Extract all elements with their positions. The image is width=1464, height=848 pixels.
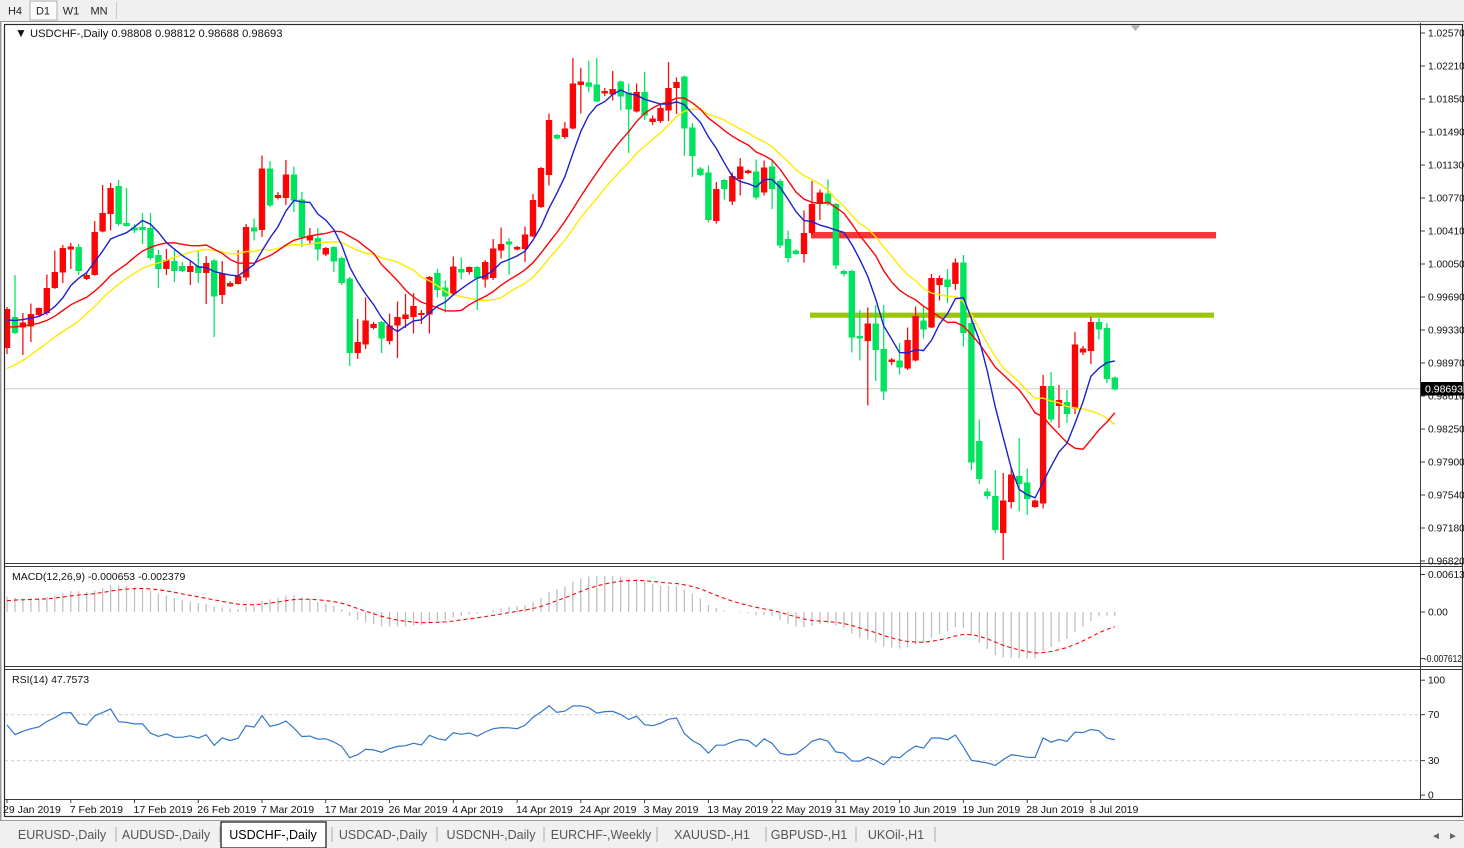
svg-text:USDCAD-,Daily: USDCAD-,Daily [339, 828, 428, 842]
svg-text:USDCHF-,Daily 0.98808 0.98812: USDCHF-,Daily 0.98808 0.98812 0.98688 0.… [30, 28, 283, 40]
svg-text:26 Feb 2019: 26 Feb 2019 [197, 804, 256, 816]
svg-text:70: 70 [1428, 710, 1440, 721]
svg-text:1.02570: 1.02570 [1428, 29, 1464, 40]
svg-text:3 May 2019: 3 May 2019 [644, 804, 699, 816]
svg-text:XAUUSD-,H1: XAUUSD-,H1 [674, 828, 750, 842]
svg-text:0.97180: 0.97180 [1428, 524, 1464, 535]
svg-text:0.97540: 0.97540 [1428, 491, 1464, 502]
svg-text:1.02210: 1.02210 [1428, 62, 1464, 73]
svg-text:0.99690: 0.99690 [1428, 293, 1464, 304]
svg-text:0.98693: 0.98693 [1425, 384, 1463, 396]
svg-text:1.01850: 1.01850 [1428, 95, 1464, 106]
svg-text:0.00613: 0.00613 [1428, 570, 1464, 581]
svg-text:8 Jul 2019: 8 Jul 2019 [1090, 804, 1139, 816]
svg-text:24 Apr 2019: 24 Apr 2019 [580, 804, 637, 816]
svg-text:0: 0 [1428, 791, 1434, 802]
svg-text:1.00050: 1.00050 [1428, 260, 1464, 271]
svg-text:19 Jun 2019: 19 Jun 2019 [962, 804, 1020, 816]
svg-text:1.01490: 1.01490 [1428, 128, 1464, 139]
svg-text:◄: ◄ [1431, 831, 1441, 842]
svg-text:100: 100 [1428, 676, 1445, 687]
svg-text:USDCNH-,Daily: USDCNH-,Daily [447, 828, 537, 842]
svg-text:▼: ▼ [15, 26, 27, 40]
svg-text:0.96820: 0.96820 [1428, 557, 1464, 568]
svg-text:GBPUSD-,H1: GBPUSD-,H1 [771, 828, 847, 842]
svg-text:30: 30 [1428, 756, 1440, 767]
svg-text:1.00770: 1.00770 [1428, 194, 1464, 205]
svg-text:MN: MN [90, 6, 107, 18]
svg-text:4 Apr 2019: 4 Apr 2019 [452, 804, 503, 816]
svg-text:22 May 2019: 22 May 2019 [771, 804, 832, 816]
svg-text:0.99330: 0.99330 [1428, 326, 1464, 337]
svg-text:7 Mar 2019: 7 Mar 2019 [261, 804, 314, 816]
svg-text:1.00410: 1.00410 [1428, 227, 1464, 238]
svg-text:29 Jan 2019: 29 Jan 2019 [3, 804, 61, 816]
svg-text:13 May 2019: 13 May 2019 [707, 804, 768, 816]
svg-text:28 Jun 2019: 28 Jun 2019 [1026, 804, 1084, 816]
svg-text:0.98970: 0.98970 [1428, 359, 1464, 370]
svg-text:H4: H4 [8, 6, 22, 18]
svg-text:►: ► [1448, 831, 1458, 842]
svg-text:D1: D1 [36, 6, 50, 18]
svg-text:1.01130: 1.01130 [1428, 161, 1464, 172]
svg-text:AUDUSD-,Daily: AUDUSD-,Daily [122, 828, 211, 842]
svg-text:EURCHF-,Weekly: EURCHF-,Weekly [551, 828, 652, 842]
svg-text:EURUSD-,Daily: EURUSD-,Daily [18, 828, 107, 842]
svg-text:26 Mar 2019: 26 Mar 2019 [389, 804, 448, 816]
svg-text:10 Jun 2019: 10 Jun 2019 [899, 804, 957, 816]
svg-text:17 Feb 2019: 17 Feb 2019 [134, 804, 193, 816]
svg-text:W1: W1 [63, 6, 80, 18]
svg-text:0.00: 0.00 [1428, 608, 1448, 619]
svg-text:14 Apr 2019: 14 Apr 2019 [516, 804, 573, 816]
svg-text:-0.007612: -0.007612 [1424, 654, 1462, 665]
svg-text:0.98610: 0.98610 [1428, 392, 1464, 403]
svg-text:7 Feb 2019: 7 Feb 2019 [70, 804, 123, 816]
svg-text:MACD(12,26,9) -0.000653 -0.002: MACD(12,26,9) -0.000653 -0.002379 [12, 571, 186, 583]
svg-text:0.97900: 0.97900 [1428, 458, 1464, 469]
svg-text:RSI(14) 47.7573: RSI(14) 47.7573 [12, 674, 89, 686]
svg-text:USDCHF-,Daily: USDCHF-,Daily [229, 828, 317, 842]
svg-text:31 May 2019: 31 May 2019 [835, 804, 896, 816]
svg-text:0.98250: 0.98250 [1428, 425, 1464, 436]
svg-text:17 Mar 2019: 17 Mar 2019 [325, 804, 384, 816]
svg-text:UKOil-,H1: UKOil-,H1 [868, 828, 924, 842]
